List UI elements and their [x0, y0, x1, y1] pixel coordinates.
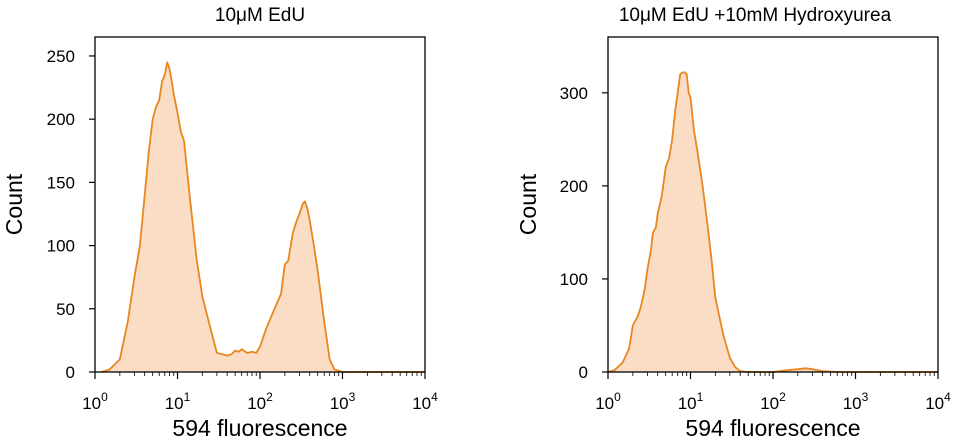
y-tick-label: 250	[47, 47, 75, 66]
y-tick-label: 200	[560, 177, 588, 196]
x-axis-label: 594 fluorescence	[172, 415, 347, 441]
y-axis-label: Count	[1, 173, 27, 235]
y-tick-label: 200	[47, 110, 75, 129]
x-tick-label: 103	[330, 390, 356, 413]
y-tick-label: 300	[560, 84, 588, 103]
y-tick-label: 150	[47, 173, 75, 192]
y-tick-label: 0	[579, 363, 588, 382]
x-tick-label: 104	[925, 390, 951, 413]
x-tick-label: 100	[595, 390, 621, 413]
y-tick-label: 100	[47, 237, 75, 256]
x-tick-label: 100	[82, 390, 108, 413]
x-tick-label: 102	[760, 390, 786, 413]
x-axis-label: 594 fluorescence	[685, 415, 860, 441]
x-tick-label: 104	[412, 390, 438, 413]
y-tick-label: 100	[560, 270, 588, 289]
x-tick-label: 102	[247, 390, 273, 413]
y-tick-label: 0	[66, 363, 75, 382]
y-tick-label: 50	[56, 300, 75, 319]
chart-panel-edu-hydroxyurea: 10μM EdU +10mM Hydroxyurea 0 100 200 300 100 1…	[515, 5, 951, 441]
x-tick-label: 101	[165, 390, 191, 413]
chart-title: 10μM EdU	[215, 5, 305, 26]
chart-panel-edu: 10μM EdU 0 50 100 150 200 250 100 101 102 103 104 59…	[1, 5, 438, 441]
y-axis-label: Count	[515, 173, 541, 235]
x-tick-label: 103	[843, 390, 869, 413]
chart-title: 10μM EdU +10mM Hydroxyurea	[619, 5, 892, 26]
histogram-fill	[608, 72, 938, 373]
x-tick-label: 101	[678, 390, 704, 413]
histogram-fill	[101, 62, 425, 373]
histogram-line	[101, 61, 425, 373]
